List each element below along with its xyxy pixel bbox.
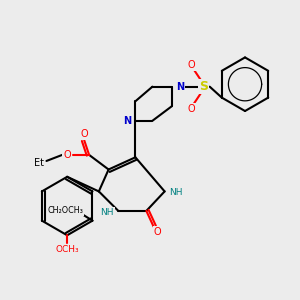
Text: NH: NH xyxy=(169,188,182,197)
Text: NH: NH xyxy=(100,208,114,217)
Text: O: O xyxy=(63,150,71,160)
Text: N: N xyxy=(123,116,131,126)
Text: OCH₃: OCH₃ xyxy=(56,245,79,254)
Text: CH₂OCH₃: CH₂OCH₃ xyxy=(48,206,84,215)
Text: Et: Et xyxy=(34,158,44,168)
Text: N: N xyxy=(176,82,184,92)
Text: O: O xyxy=(188,103,195,114)
Text: O: O xyxy=(154,226,161,237)
Text: O: O xyxy=(80,129,88,139)
Text: S: S xyxy=(199,80,208,93)
Text: O: O xyxy=(188,60,195,70)
